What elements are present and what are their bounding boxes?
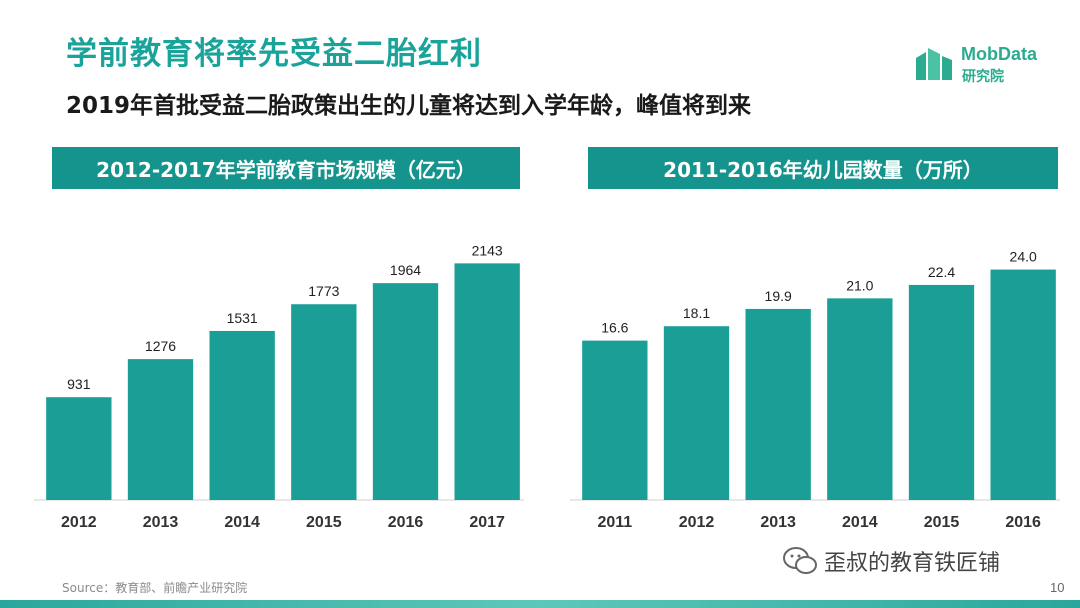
- x-tick-label: 2014: [224, 514, 260, 531]
- logo-sub: 研究院: [962, 69, 1004, 85]
- x-tick-label: 2016: [388, 514, 424, 531]
- market-size-bar-chart: 931 2012 1276 2013 1531 2014 1773 2015 1964 2016 2…: [34, 242, 524, 531]
- bar: [582, 340, 648, 500]
- logo-brand: MobData: [961, 44, 1037, 64]
- bar: [372, 283, 439, 500]
- bar: [127, 359, 194, 500]
- watermark-text: 歪叔的教育铁匠铺: [824, 551, 1001, 576]
- page-title: 学前教育将率先受益二胎红利: [66, 36, 482, 72]
- bar-value-label: 16.6: [601, 320, 628, 336]
- bar-value-label: 931: [67, 376, 91, 392]
- page-subtitle: 2019年首批受益二胎政策出生的儿童将达到入学年龄，峰值将到来: [66, 93, 752, 119]
- bar-value-label: 19.9: [765, 288, 792, 304]
- bottom-decor-bar: [0, 600, 1080, 608]
- bar-value-label: 18.1: [683, 305, 710, 321]
- bar: [990, 269, 1056, 500]
- bar-value-label: 22.4: [928, 264, 955, 280]
- bar: [291, 304, 357, 500]
- watermark: 歪叔的教育铁匠铺: [782, 545, 1000, 577]
- x-tick-label: 2014: [842, 514, 878, 531]
- x-tick-label: 2013: [760, 514, 796, 531]
- chart-1-title: 2012-2017年学前教育市场规模（亿元）: [52, 147, 520, 189]
- chart-2-title: 2011-2016年幼儿园数量（万所）: [588, 147, 1058, 189]
- kindergarten-count-bar-chart: 16.6 2011 18.1 2012 19.9 2013 21.0 2014 22.4 2015…: [570, 249, 1060, 531]
- x-tick-label: 2017: [469, 514, 505, 531]
- x-tick-label: 2015: [306, 514, 342, 531]
- bar-value-label: 1964: [390, 262, 421, 278]
- x-tick-label: 2016: [1005, 514, 1041, 531]
- bar-value-label: 21.0: [846, 277, 873, 293]
- bar: [745, 308, 811, 500]
- x-tick-label: 2012: [61, 514, 97, 531]
- bar: [908, 284, 975, 500]
- x-tick-label: 2012: [679, 514, 715, 531]
- bar-value-label: 1531: [227, 310, 258, 326]
- bar: [827, 298, 893, 500]
- wechat-icon: [783, 547, 817, 574]
- bar-value-label: 2143: [472, 242, 503, 258]
- bar: [454, 263, 520, 500]
- bar: [46, 397, 112, 500]
- bar: [209, 330, 275, 500]
- bar-value-label: 1276: [145, 338, 176, 354]
- bar-value-label: 24.0: [1010, 249, 1037, 265]
- x-tick-label: 2011: [597, 514, 632, 531]
- x-tick-label: 2013: [143, 514, 179, 531]
- bar: [663, 326, 730, 500]
- source-note: Source：教育部、前瞻产业研究院: [62, 581, 248, 595]
- bar-value-label: 1773: [308, 283, 339, 299]
- page-number: 10: [1050, 580, 1065, 595]
- mobdata-logo-icon: [916, 48, 952, 80]
- x-tick-label: 2015: [924, 514, 960, 531]
